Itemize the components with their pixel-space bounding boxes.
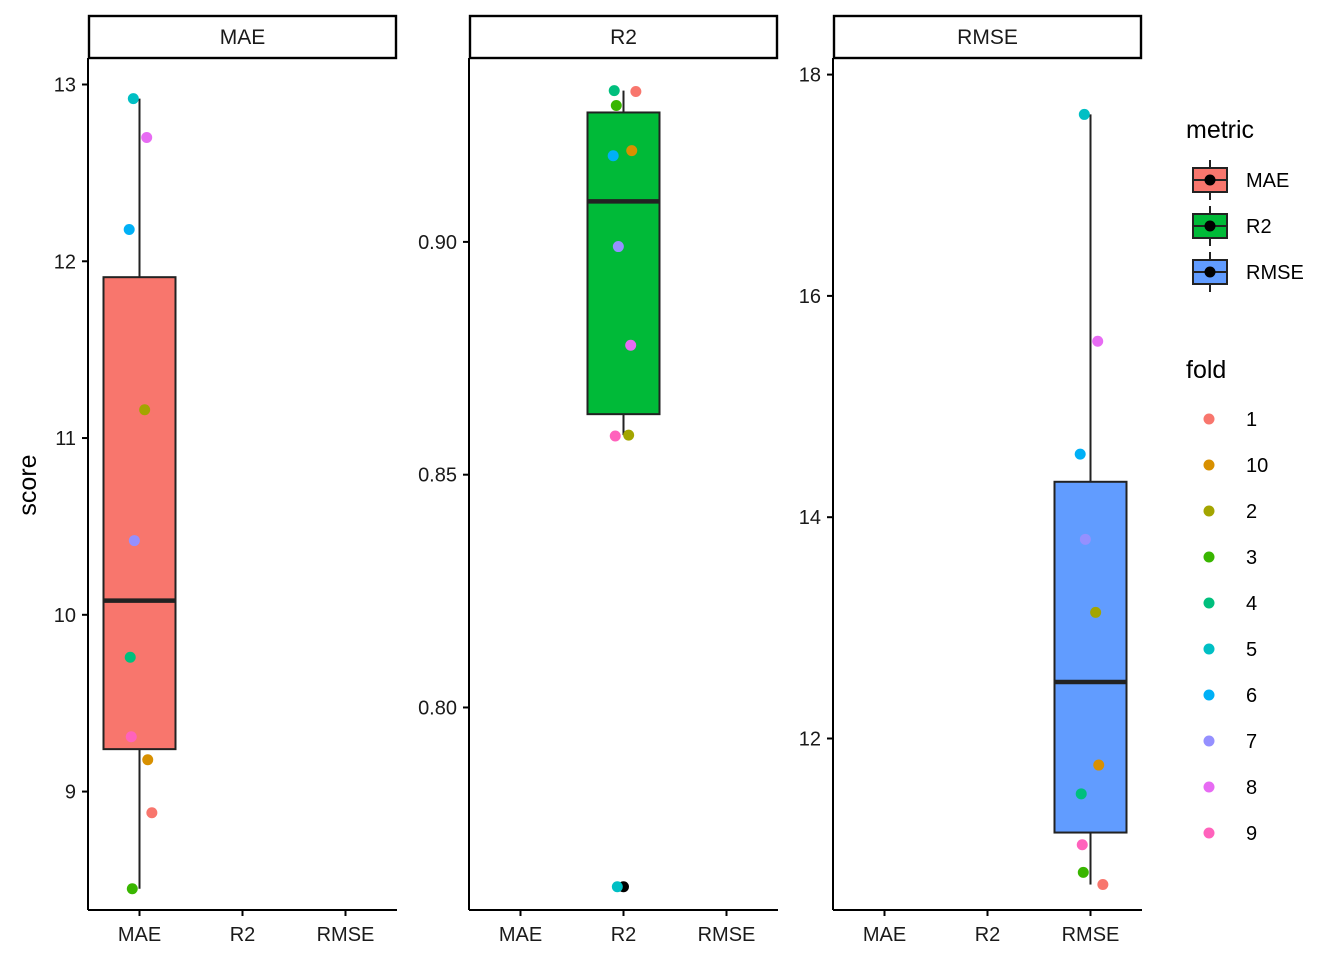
y-tick-label: 12 [799, 728, 821, 750]
fold-point-3 [126, 883, 138, 895]
fold-point-1 [1097, 879, 1109, 891]
fold-point-2 [139, 404, 151, 416]
y-tick-label: 9 [65, 782, 76, 804]
legend-metric: metric MAE R2 RMSE [1186, 116, 1304, 292]
fold-point-6 [1074, 448, 1086, 460]
fold-point-8 [1092, 335, 1104, 347]
strip-label: RMSE [957, 26, 1018, 49]
fold-point-1 [146, 807, 158, 819]
strip-label: R2 [610, 26, 637, 49]
fold-point-9 [125, 731, 137, 743]
legend-fold-dot-8 [1203, 781, 1215, 793]
fold-point-6 [123, 223, 135, 235]
legend-metric-label: R2 [1246, 216, 1272, 238]
fold-point-9 [1076, 839, 1088, 851]
fold-point-8 [625, 339, 637, 351]
box-rmse [1053, 480, 1128, 834]
box-mae [102, 276, 177, 751]
x-tick-label: RMSE [317, 924, 375, 946]
legend-fold-title: fold [1186, 356, 1226, 384]
legend-fold-label: 2 [1246, 501, 1257, 523]
legend-fold-dot-7 [1203, 735, 1215, 747]
y-tick-label: 18 [799, 65, 821, 87]
strip-r2 [468, 14, 779, 60]
fold-point-3 [1077, 866, 1089, 878]
fold-point-4 [124, 651, 136, 663]
strip-rmse [832, 14, 1143, 60]
box-r2 [586, 111, 661, 416]
fold-point-10 [1093, 759, 1105, 771]
panel-r2: R2 0.80 0.85 0.90 MAE R2 RMSE [418, 14, 779, 946]
legend-fold-dot-6 [1203, 689, 1215, 701]
legend-fold-dot-1 [1203, 413, 1215, 425]
panel-rmse: RMSE 12 14 16 18 MAE R2 RMSE [799, 14, 1143, 946]
fold-point-4 [1075, 788, 1087, 800]
x-tick-label: MAE [863, 924, 906, 946]
x-tick-label: R2 [975, 924, 1001, 946]
legend-fold-label: 6 [1246, 685, 1257, 707]
legend-metric-title: metric [1186, 116, 1254, 144]
fold-point-5 [1078, 108, 1090, 120]
fold-point-6 [607, 150, 619, 162]
fold-point-7 [1079, 533, 1091, 545]
legend-fold-label: 4 [1246, 593, 1257, 615]
legend-fold-label: 9 [1246, 823, 1257, 845]
legend-fold-label: 10 [1246, 455, 1268, 477]
y-tick-label: 10 [54, 605, 76, 627]
y-tick-label: 0.90 [418, 232, 457, 254]
fold-point-10 [142, 754, 154, 766]
strip-mae [87, 14, 398, 60]
legend-metric-dot [1204, 174, 1216, 186]
fold-point-4 [608, 85, 620, 97]
y-tick-label: 0.85 [418, 465, 457, 487]
fold-point-5 [611, 881, 623, 893]
legend-fold-label: 1 [1246, 409, 1257, 431]
y-tick-label: 11 [55, 428, 76, 450]
legend-metric-label: MAE [1246, 170, 1289, 192]
x-tick-label: RMSE [698, 924, 756, 946]
y-tick-label: 0.80 [418, 697, 457, 719]
legend-fold-dot-4 [1203, 597, 1215, 609]
legend-fold-dot-3 [1203, 551, 1215, 563]
fold-point-7 [128, 535, 140, 547]
fold-point-7 [612, 241, 624, 253]
legend-fold-label: 5 [1246, 639, 1257, 661]
y-tick-label: 16 [799, 286, 821, 308]
legend-metric-dot [1204, 266, 1216, 278]
legend-fold-dot-10 [1203, 459, 1215, 471]
legend-fold-dot-5 [1203, 643, 1215, 655]
panel-mae: MAE 9 10 11 12 13 MAE R2 RMSE [54, 14, 398, 946]
fold-point-3 [610, 99, 622, 111]
y-axis-title: score [14, 454, 42, 515]
fold-point-5 [127, 93, 139, 105]
x-tick-label: R2 [611, 924, 637, 946]
x-tick-label: R2 [230, 924, 256, 946]
y-tick-label: 12 [54, 251, 76, 273]
legend-fold: fold 1 10 2 3 4 5 6 7 8 9 [1186, 356, 1268, 845]
legend-metric-dot [1204, 220, 1216, 232]
x-tick-label: MAE [499, 924, 542, 946]
fold-point-10 [626, 145, 638, 157]
fold-point-2 [623, 429, 635, 441]
legend-fold-dot-9 [1203, 827, 1215, 839]
x-tick-label: RMSE [1062, 924, 1120, 946]
x-tick-label: MAE [118, 924, 161, 946]
y-tick-label: 13 [54, 75, 76, 97]
fold-point-9 [609, 430, 621, 442]
legend-fold-dot-2 [1203, 505, 1215, 517]
strip-label: MAE [220, 26, 266, 49]
legend-metric-label: RMSE [1246, 262, 1304, 284]
legend-fold-label: 3 [1246, 547, 1257, 569]
y-tick-label: 14 [799, 507, 821, 529]
fold-point-1 [630, 86, 642, 98]
legend-fold-label: 8 [1246, 777, 1257, 799]
legend-fold-label: 7 [1246, 731, 1257, 753]
fold-point-8 [141, 132, 153, 144]
fold-point-2 [1090, 606, 1102, 618]
